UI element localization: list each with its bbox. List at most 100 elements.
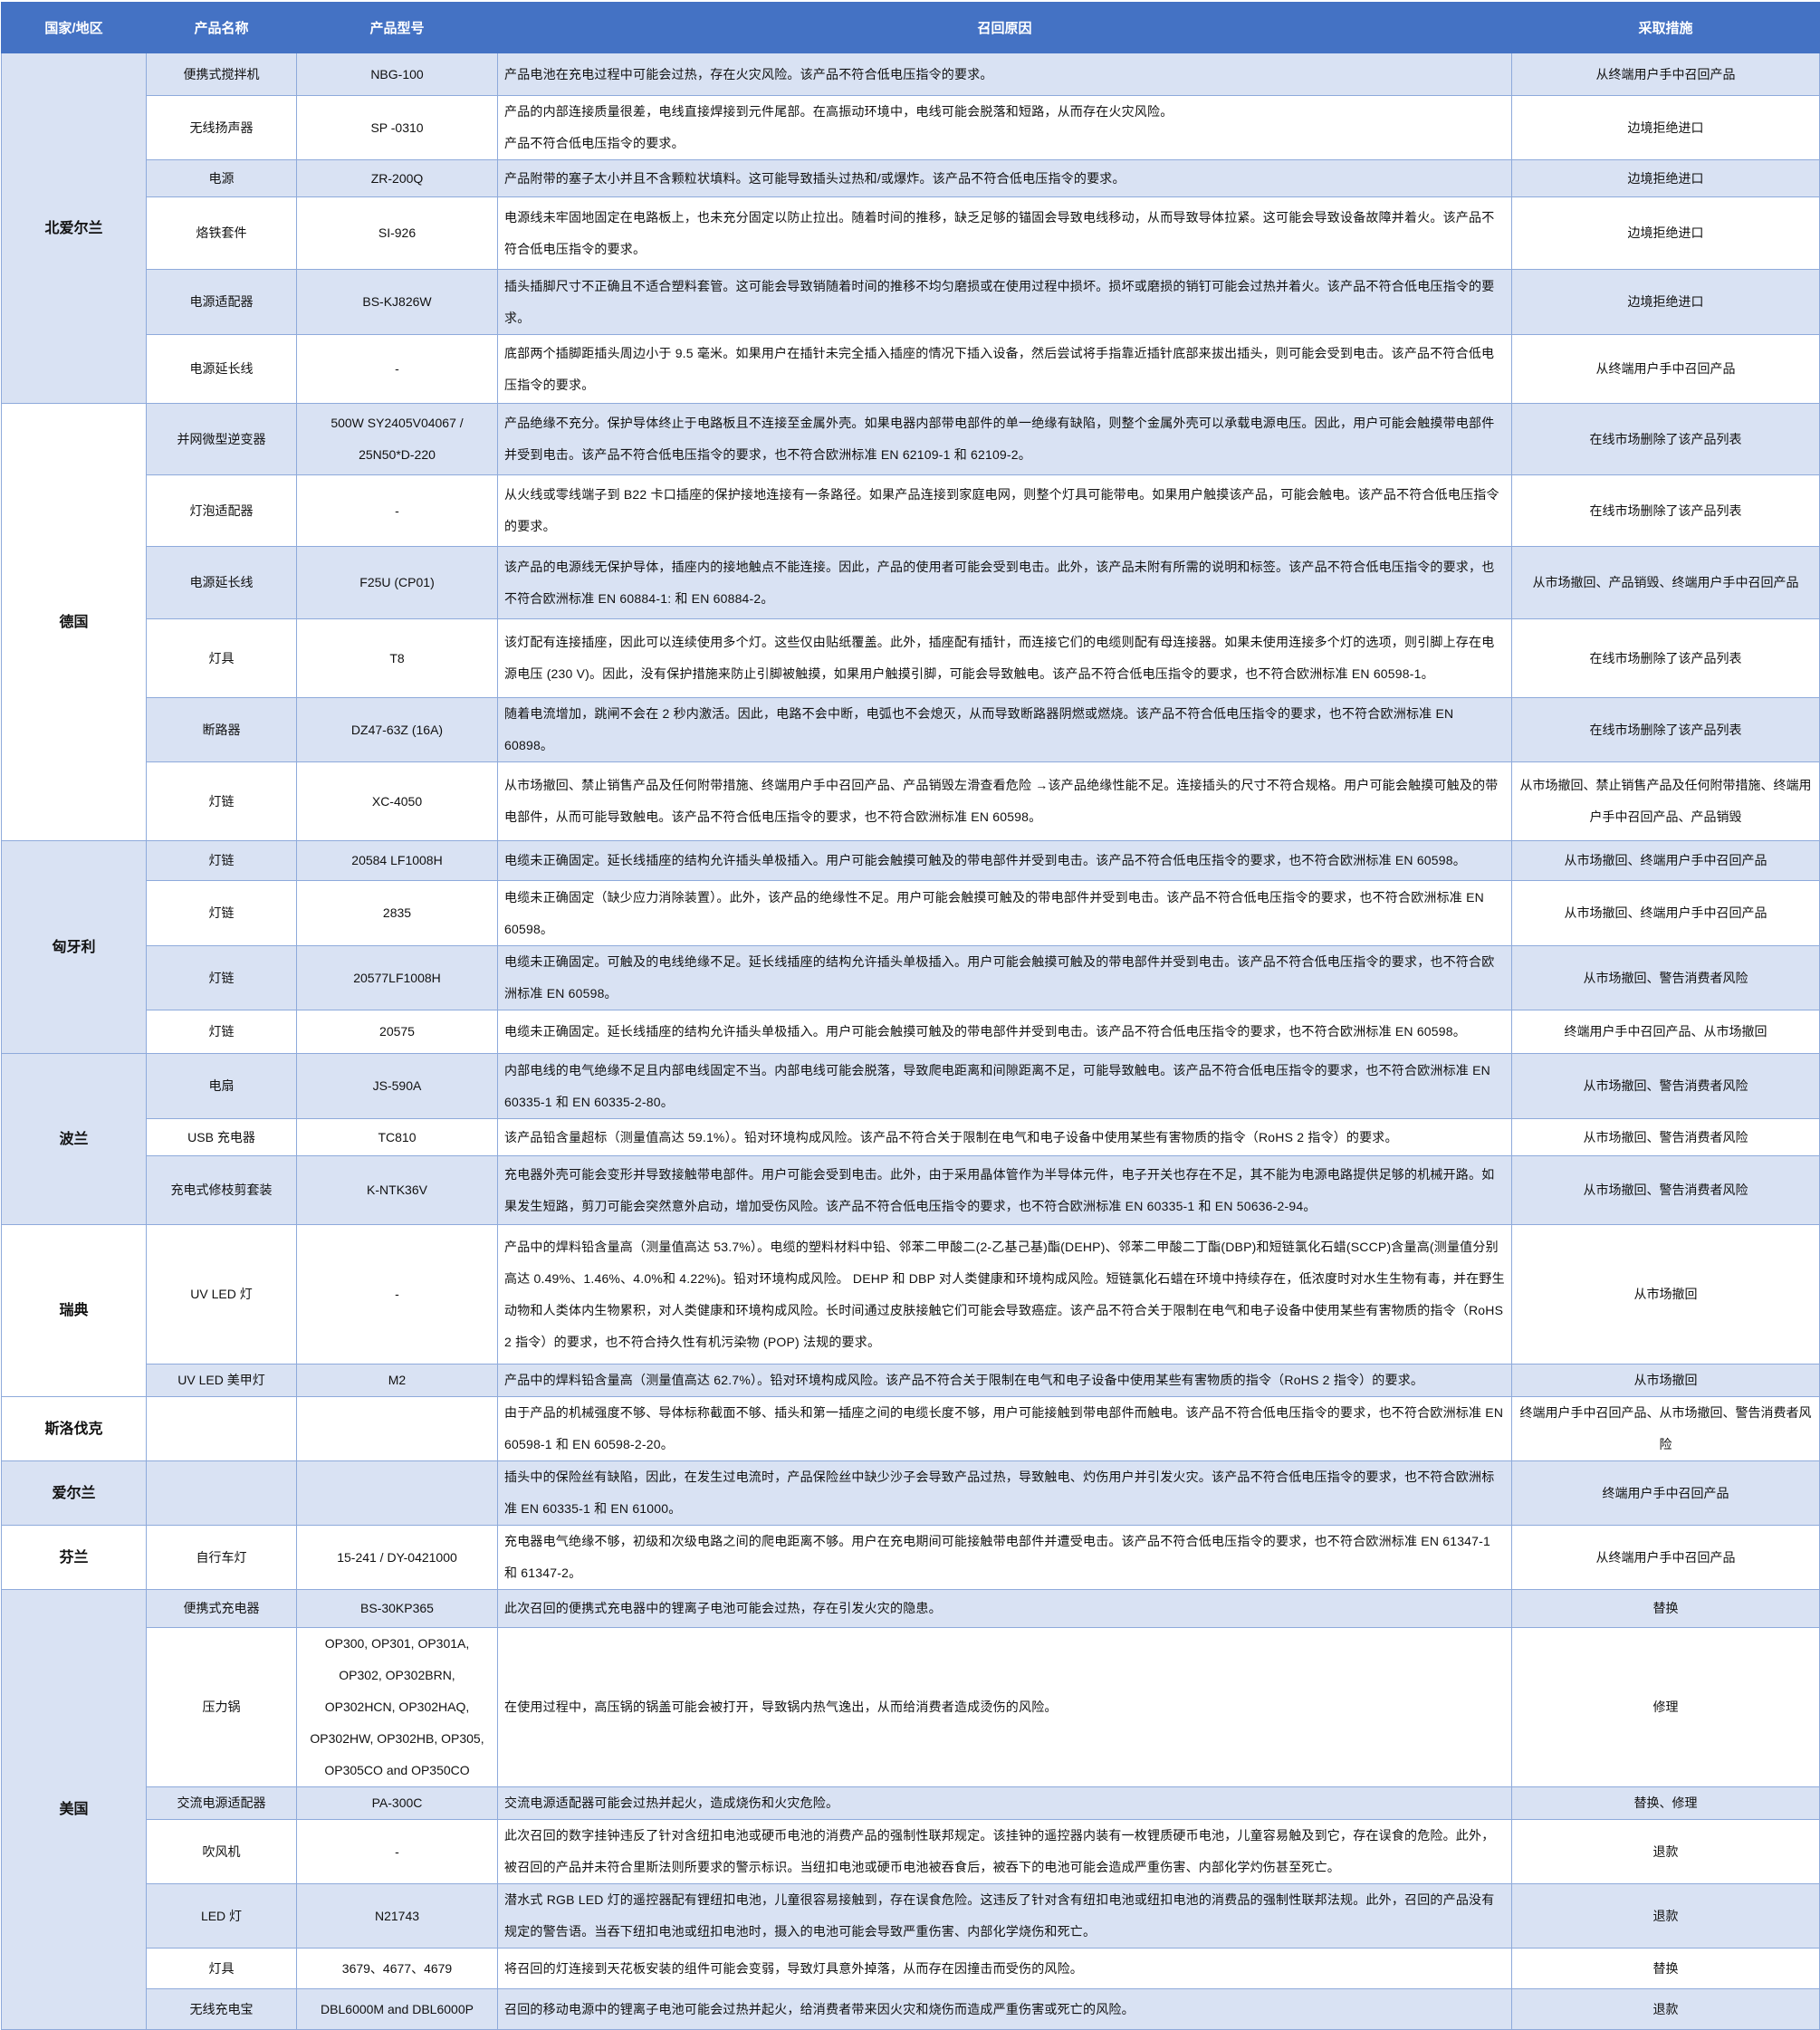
recall-reason-cell: 随着电流增加，跳闸不会在 2 秒内激活。因此，电路不会中断，电弧也不会熄灭，从而… [497, 697, 1512, 762]
action-cell: 从终端用户手中召回产品 [1511, 53, 1820, 96]
action-cell: 替换 [1511, 1589, 1820, 1628]
product-model-cell: K-NTK36V [296, 1155, 498, 1225]
recall-reason-cell: 此次召回的便携式充电器中的锂离子电池可能会过热，存在引发火灾的隐患。 [497, 1589, 1512, 1628]
action-cell: 从市场撤回 [1511, 1224, 1820, 1365]
product-model-cell: 500W SY2405V04067 / 25N50*D-220 [296, 403, 498, 475]
product-name-cell: UV LED 美甲灯 [146, 1364, 297, 1397]
table-row: 灯链 2835 电缆未正确固定（缺少应力消除装置）。此外，该产品的绝缘性不足。用户可… [2, 880, 1820, 946]
product-name-cell: 交流电源适配器 [146, 1786, 297, 1820]
header-action: 采取措施 [1511, 2, 1820, 53]
country-cell: 爱尔兰 [1, 1460, 147, 1526]
table-row: 瑞典 UV LED 灯 - 产品中的焊料铅含量高（测量值高达 53.7%）。电缆的塑料… [1, 1224, 1820, 1397]
recall-reason-cell: 从火线或零线端子到 B22 卡口插座的保护接地连接有一条路径。如果产品连接到家庭… [497, 474, 1512, 547]
header-product-name: 产品名称 [146, 2, 297, 53]
table-row: 烙铁套件 SI-926 电源线未牢固地固定在电路板上，也未充分固定以防止拉出。随着时… [2, 196, 1820, 270]
recall-reason-cell: 插头中的保险丝有缺陷，因此，在发生过电流时，产品保险丝中缺少沙子会导致产品过热，… [497, 1460, 1512, 1526]
table-row: LED 灯 N21743 潜水式 RGB LED 灯的遥控器配有锂纽扣电池，儿童很容… [2, 1883, 1820, 1949]
action-cell: 从市场撤回、禁止销售产品及任何附带措施、终端用户手中召回产品、产品销毁 [1511, 761, 1820, 841]
action-cell: 从市场撤回 [1511, 1364, 1820, 1397]
action-cell: 边境拒绝进口 [1511, 159, 1820, 197]
action-cell: 从市场撤回、警告消费者风险 [1511, 1118, 1820, 1156]
product-name-cell: 压力锅 [146, 1627, 297, 1787]
action-cell: 在线市场删除了该产品列表 [1511, 618, 1820, 698]
country-cell: 美国 [1, 1589, 147, 2030]
product-model-cell: - [296, 1224, 498, 1365]
recall-reason-cell: 电缆未正确固定。可触及的电线绝缘不足。延长线插座的结构允许插头单极插入。用户可能… [497, 945, 1512, 1010]
recall-reason-cell: 该产品铅含量超标（测量值高达 59.1%）。铅对环境构成风险。该产品不符合关于限… [497, 1118, 1512, 1156]
table-row: 交流电源适配器 PA-300C 交流电源适配器可能会过热并起火，造成烧伤和火灾危险。… [2, 1786, 1820, 1820]
product-model-cell: XC-4050 [296, 761, 498, 841]
action-cell: 终端用户手中召回产品、从市场撤回、警告消费者风险 [1511, 1396, 1820, 1461]
action-cell: 在线市场删除了该产品列表 [1511, 474, 1820, 547]
country-cell: 匈牙利 [1, 840, 147, 1054]
recall-reason-cell: 产品的内部连接质量很差，电线直接焊接到元件尾部。在高振动环境中，电线可能会脱落和… [497, 95, 1512, 160]
product-model-cell: SP -0310 [296, 95, 498, 160]
product-name-cell: 吹风机 [146, 1819, 297, 1884]
product-name-cell: 电源延长线 [146, 546, 297, 619]
product-model-cell: M2 [296, 1364, 498, 1397]
product-name-cell: 电源 [146, 159, 297, 197]
recall-reason-cell: 产品绝缘不充分。保护导体终止于电路板且不连接至金属外壳。如果电器内部带电部件的单… [497, 403, 1512, 475]
table-row: 断路器 DZ47-63Z (16A) 随着电流增加，跳闸不会在 2 秒内激活。因此，… [2, 697, 1820, 762]
action-cell: 替换、修理 [1511, 1786, 1820, 1820]
product-name-cell: 断路器 [146, 697, 297, 762]
product-model-cell: DZ47-63Z (16A) [296, 697, 498, 762]
recall-reason-cell: 将召回的灯连接到天花板安装的组件可能会变弱，导致灯具意外掉落，从而存在因撞击而受… [497, 1948, 1512, 1989]
product-name-cell: 电扇 [146, 1053, 297, 1119]
table-row: 斯洛伐克 由于产品的机械强度不够、导体标称截面不够、插头和第一插座之间的电缆长度不… [1, 1396, 1820, 1461]
product-name-cell: 灯具 [146, 618, 297, 698]
recall-reason-cell: 产品电池在充电过程中可能会过热，存在火灾风险。该产品不符合低电压指令的要求。 [497, 53, 1512, 96]
country-cell: 芬兰 [1, 1525, 147, 1590]
country-cell: 波兰 [1, 1053, 147, 1225]
product-model-cell: 20584 LF1008H [296, 840, 498, 881]
product-name-cell: 无线扬声器 [146, 95, 297, 160]
product-model-cell: JS-590A [296, 1053, 498, 1119]
product-name-cell: 灯链 [146, 840, 297, 881]
recall-reason-cell: 召回的移动电源中的锂离子电池可能会过热并起火，给消费者带来因火灾和烧伤而造成严重… [497, 1988, 1512, 2030]
product-model-cell: BS-30KP365 [296, 1589, 498, 1628]
action-cell: 在线市场删除了该产品列表 [1511, 697, 1820, 762]
product-name-cell: 电源延长线 [146, 334, 297, 404]
table-row: 德国 并网微型逆变器 500W SY2405V04067 / 25N50*D-220… [1, 403, 1820, 841]
action-cell: 从市场撤回、警告消费者风险 [1511, 945, 1820, 1010]
table-row: 电源延长线 F25U (CP01) 该产品的电源线无保护导体，插座内的接地触点不能连… [2, 546, 1820, 619]
recall-reason-cell: 该产品的电源线无保护导体，插座内的接地触点不能连接。因此，产品的使用者可能会受到… [497, 546, 1512, 619]
recall-reason-cell: 电缆未正确固定。延长线插座的结构允许插头单极插入。用户可能会触摸可触及的带电部件… [497, 840, 1512, 881]
action-cell: 退款 [1511, 1819, 1820, 1884]
product-model-cell: PA-300C [296, 1786, 498, 1820]
recall-reason-cell: 由于产品的机械强度不够、导体标称截面不够、插头和第一插座之间的电缆长度不够，用户… [497, 1396, 1512, 1461]
table-row: 灯链 20575 电缆未正确固定。延长线插座的结构允许插头单极插入。用户可能会触摸可… [2, 1010, 1820, 1054]
product-name-cell: 灯泡适配器 [146, 474, 297, 547]
table-row: 无线扬声器 SP -0310 产品的内部连接质量很差，电线直接焊接到元件尾部。在高振… [2, 95, 1820, 160]
product-name-cell: 无线充电宝 [146, 1988, 297, 2030]
product-model-cell: T8 [296, 618, 498, 698]
product-name-cell [146, 1460, 297, 1526]
table-row: 北爱尔兰 便携式搅拌机 NBG-100 产品电池在充电过程中可能会过热，存在火灾风险。… [1, 53, 1820, 404]
product-name-cell: 电源适配器 [146, 269, 297, 335]
header-country: 国家/地区 [1, 2, 147, 53]
product-name-cell: USB 充电器 [146, 1118, 297, 1156]
product-model-cell: 3679、4677、4679 [296, 1948, 498, 1989]
product-model-cell [296, 1460, 498, 1526]
product-name-cell: 并网微型逆变器 [146, 403, 297, 475]
table-row: 吹风机 - 此次召回的数字挂钟违反了针对含纽扣电池或硬币电池的消费产品的强制性联邦规… [2, 1819, 1820, 1884]
table-row: 电源延长线 - 底部两个插脚距插头周边小于 9.5 毫米。如果用户在插针未完全插入插… [2, 334, 1820, 404]
product-name-cell: LED 灯 [146, 1883, 297, 1949]
recall-reason-cell: 潜水式 RGB LED 灯的遥控器配有锂纽扣电池，儿童很容易接触到，存在误食危险… [497, 1883, 1512, 1949]
recall-reason-cell: 该灯配有连接插座，因此可以连续使用多个灯。这些仅由贴纸覆盖。此外，插座配有插针，… [497, 618, 1512, 698]
product-name-cell: 灯具 [146, 1948, 297, 1989]
recall-reason-cell: 交流电源适配器可能会过热并起火，造成烧伤和火灾危险。 [497, 1786, 1512, 1820]
action-cell: 从终端用户手中召回产品 [1511, 1525, 1820, 1590]
product-model-cell: 2835 [296, 880, 498, 946]
table-row: 匈牙利 灯链 20584 LF1008H 电缆未正确固定。延长线插座的结构允许插头单极… [1, 840, 1820, 1054]
action-cell: 从市场撤回、警告消费者风险 [1511, 1155, 1820, 1225]
recall-reason-cell: 内部电线的电气绝缘不足且内部电线固定不当。内部电线可能会脱落，导致爬电距离和间隙… [497, 1053, 1512, 1119]
action-cell: 从市场撤回、产品销毁、终端用户手中召回产品 [1511, 546, 1820, 619]
recall-reason-cell: 底部两个插脚距插头周边小于 9.5 毫米。如果用户在插针未完全插入插座的情况下插… [497, 334, 1512, 404]
product-model-cell: ZR-200Q [296, 159, 498, 197]
recall-reason-cell: 产品中的焊料铅含量高（测量值高达 53.7%）。电缆的塑料材料中铅、邻苯二甲酸二… [497, 1224, 1512, 1365]
table-row: 压力锅 OP300, OP301, OP301A, OP302, OP302BRN… [2, 1627, 1820, 1787]
action-cell: 修理 [1511, 1627, 1820, 1787]
recall-reason-cell: 电缆未正确固定（缺少应力消除装置）。此外，该产品的绝缘性不足。用户可能会触摸可触… [497, 880, 1512, 946]
action-cell: 在线市场删除了该产品列表 [1511, 403, 1820, 475]
